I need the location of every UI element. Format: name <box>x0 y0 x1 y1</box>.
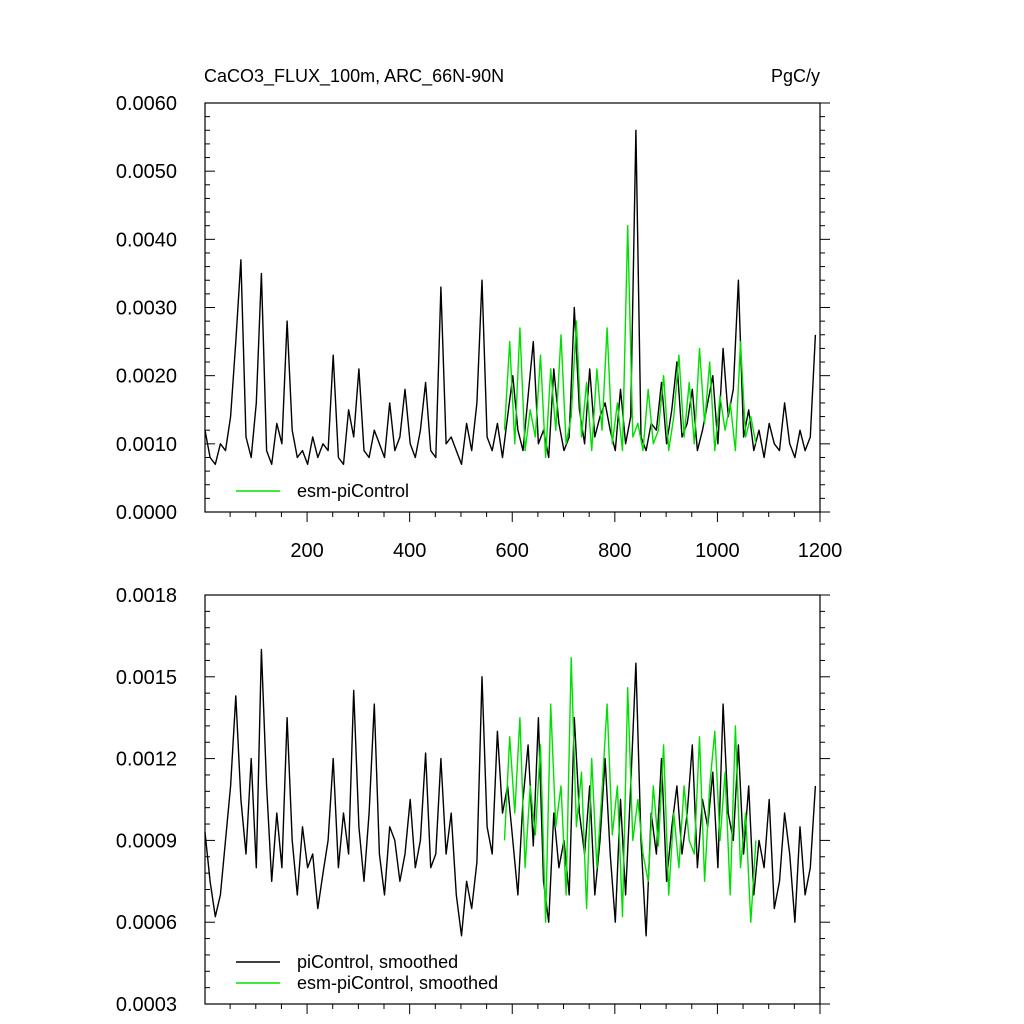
x-tick-label: 200 <box>290 540 323 562</box>
bottom-series-lines <box>204 648 817 937</box>
bottom-panel: 0.0003 0.0006 0.0009 0.0012 0.0015 0.0018 piC… <box>116 585 830 1016</box>
y-tick-label: 0.0030 <box>116 298 177 320</box>
x-tick-label: 600 <box>496 540 529 562</box>
top-axis-ticks: 0.0000 0.0010 0.0020 0.0030 0.0040 0.0050 0.00… <box>116 93 842 562</box>
y-tick-label: 0.0012 <box>116 749 177 771</box>
x-tick-label: 400 <box>393 540 426 562</box>
y-tick-label: 0.0050 <box>116 161 177 183</box>
y-tick-label: 0.0009 <box>116 830 177 852</box>
series-line-picontrol <box>204 129 817 465</box>
y-tick-label: 0.0040 <box>116 229 177 251</box>
units-label: PgC/y <box>771 66 820 86</box>
top-plot-frame <box>204 102 821 513</box>
chart-title: CaCO3_FLUX_100m, ARC_66N-90N <box>204 66 504 87</box>
top-panel: CaCO3_FLUX_100m, ARC_66N-90N PgC/y 0.000… <box>116 66 842 562</box>
legend-label-esm-picontrol-smoothed: esm-piControl, smoothed <box>297 973 498 993</box>
y-tick-label: 0.0010 <box>116 434 177 456</box>
x-tick-label: 1200 <box>798 540 843 562</box>
y-tick-label: 0.0020 <box>116 366 177 388</box>
y-tick-label: 0.0060 <box>116 93 177 115</box>
series-line-picontrol-smoothed <box>204 648 817 937</box>
bottom-legend: piControl, smoothed esm-piControl, smoot… <box>236 952 498 993</box>
y-tick-label: 0.0015 <box>116 667 177 689</box>
series-line-esm-picontrol-smoothed <box>503 657 757 923</box>
legend-label-picontrol-smoothed: piControl, smoothed <box>297 952 458 972</box>
y-tick-label: 0.0000 <box>116 502 177 524</box>
y-tick-label: 0.0003 <box>116 994 177 1016</box>
top-legend: esm-piControl <box>236 481 409 501</box>
x-tick-label: 1000 <box>695 540 740 562</box>
top-series-lines <box>204 129 817 465</box>
x-tick-label: 800 <box>598 540 631 562</box>
y-tick-label: 0.0006 <box>116 912 177 934</box>
y-tick-label: 0.0018 <box>116 585 177 607</box>
legend-label-esm-picontrol: esm-piControl <box>297 481 409 501</box>
bottom-axis-ticks: 0.0003 0.0006 0.0009 0.0012 0.0015 0.0018 <box>116 585 830 1016</box>
series-line-esm-picontrol <box>503 224 757 459</box>
